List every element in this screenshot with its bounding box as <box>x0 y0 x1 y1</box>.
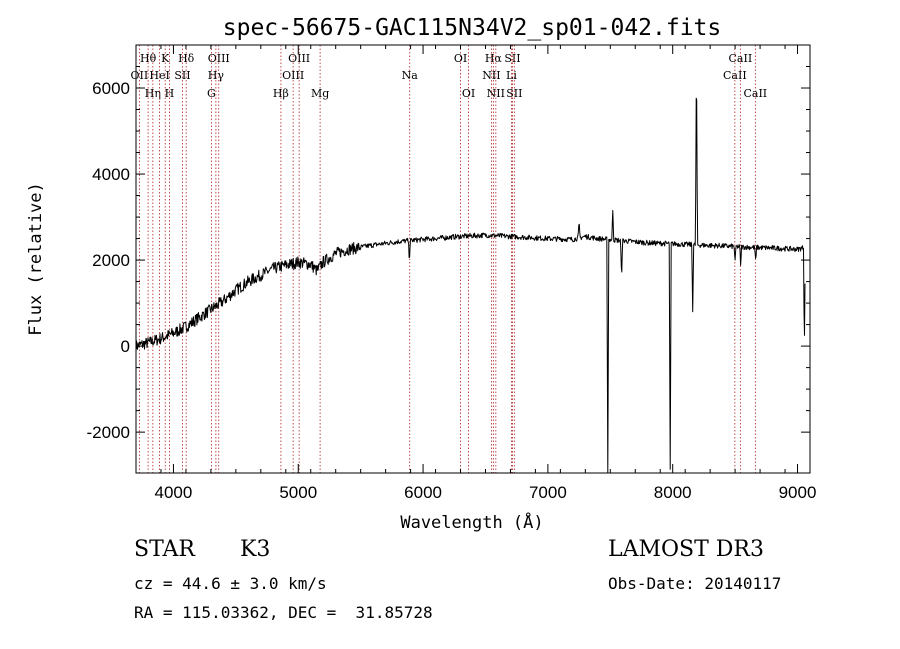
obs-date: Obs-Date: 20140117 <box>608 574 782 593</box>
line-marker-label: Na <box>402 69 419 82</box>
y-tick-label: 4000 <box>92 165 130 184</box>
line-marker-label: NII <box>487 87 505 100</box>
line-marker-label: HeI <box>149 69 169 82</box>
line-marker-label: H <box>165 87 175 100</box>
x-tick-label: 4000 <box>155 483 193 502</box>
ra-dec: RA = 115.03362, DEC = 31.85728 <box>134 603 433 622</box>
y-tick-label: 6000 <box>92 79 130 98</box>
x-tick-label: 6000 <box>404 483 442 502</box>
x-axis-label: Wavelength (Å) <box>400 511 543 533</box>
line-markers: Hθ OII Hη K HeI H SII Hδ OIII Hγ G OIII OIII Hβ Mg Na OI… <box>131 45 767 473</box>
line-marker-label: OIII <box>208 52 230 65</box>
y-axis: -2000 0 2000 4000 6000 <box>87 44 810 442</box>
line-marker-label: SII <box>174 69 190 82</box>
line-marker-label: Li <box>506 69 517 82</box>
line-marker-label: K <box>161 52 170 65</box>
line-marker-label: SII <box>504 52 520 65</box>
line-marker-label: G <box>207 87 216 100</box>
spectrum-line <box>135 97 806 474</box>
line-marker-label: OI <box>454 52 467 65</box>
line-marker-label: Hθ <box>140 52 157 65</box>
x-tick-label: 8000 <box>654 483 692 502</box>
line-marker-label: Mg <box>311 87 329 100</box>
x-tick-label: 5000 <box>279 483 317 502</box>
line-marker-label: CaII <box>723 69 747 82</box>
line-marker-label: Hη <box>145 87 161 100</box>
x-axis: 4000 5000 6000 7000 8000 9000 <box>135 45 817 502</box>
y-tick-label: -2000 <box>87 423 130 442</box>
line-marker-label: Hβ <box>273 87 289 100</box>
line-marker-label: Hγ <box>208 69 225 82</box>
line-marker-label: Hδ <box>178 52 195 65</box>
y-tick-label: 2000 <box>92 251 130 270</box>
spectrum-series <box>135 97 806 474</box>
y-axis-label: Flux (relative) <box>26 182 46 336</box>
line-marker-label: OI <box>462 87 475 100</box>
survey-name: LAMOST DR3 <box>608 537 764 562</box>
line-marker-label: OIII <box>282 69 304 82</box>
line-marker-label: OII <box>131 69 149 82</box>
line-marker-label: CaII <box>729 52 753 65</box>
line-marker-label: NII <box>482 69 500 82</box>
object-subclass: K3 <box>240 537 271 562</box>
x-tick-label: 9000 <box>779 483 817 502</box>
line-marker-label: SII <box>506 87 522 100</box>
plot-frame <box>135 44 811 474</box>
object-class: STAR <box>134 537 195 562</box>
line-marker-label: CaII <box>743 87 767 100</box>
y-tick-label: 0 <box>121 337 130 356</box>
redshift-cz: cz = 44.6 ± 3.0 km/s <box>134 574 327 593</box>
line-marker-label: Hα <box>485 52 503 65</box>
line-marker-label: OIII <box>288 52 310 65</box>
chart-title: spec-56675-GAC115N34V2_sp01-042.fits <box>223 15 722 41</box>
x-tick-label: 7000 <box>529 483 567 502</box>
